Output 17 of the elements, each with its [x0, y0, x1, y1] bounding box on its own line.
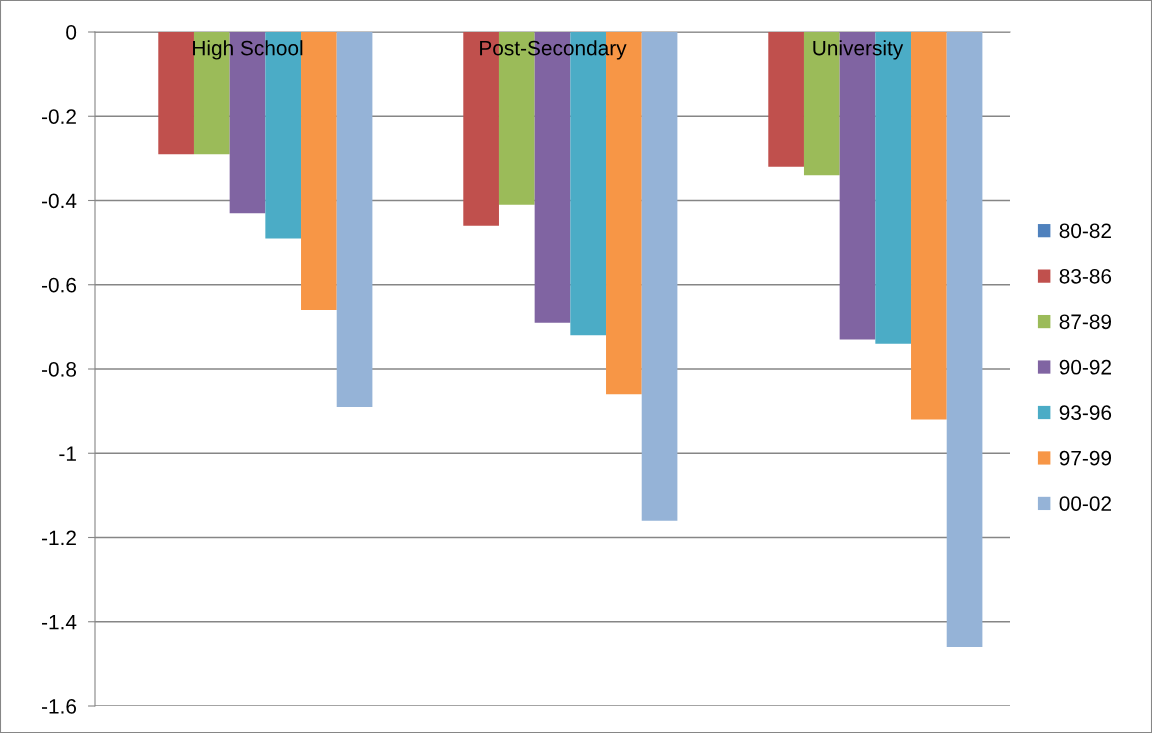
y-tick-label: -0.6	[41, 277, 77, 293]
legend-label: 80-82	[1059, 223, 1111, 239]
y-tick-label: -1.2	[41, 530, 76, 546]
x-tick-label: University	[813, 40, 904, 60]
y-tick-label: -0.2	[41, 109, 76, 124]
y-tick-label: 0	[66, 25, 77, 40]
y-tick-label: -0.8	[41, 362, 77, 377]
legend-label: 87-89	[1059, 314, 1112, 330]
y-tick-label: -1.6	[41, 699, 77, 714]
legend-label: 00-02	[1059, 496, 1111, 511]
legend-label: 83-86	[1059, 268, 1112, 284]
y-tick-label: -1	[59, 446, 76, 461]
legend-label: 93-96	[1059, 405, 1112, 421]
legend-label: 97-99	[1059, 450, 1112, 466]
y-tick-label: -1.4	[41, 614, 77, 630]
legend-label: 90-92	[1059, 359, 1111, 375]
y-tick-label: -0.4	[41, 193, 77, 209]
